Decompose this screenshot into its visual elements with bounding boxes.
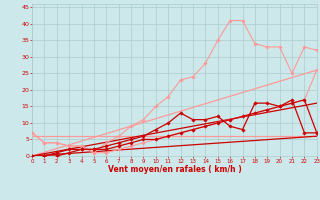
X-axis label: Vent moyen/en rafales ( km/h ): Vent moyen/en rafales ( km/h ) (108, 165, 241, 174)
